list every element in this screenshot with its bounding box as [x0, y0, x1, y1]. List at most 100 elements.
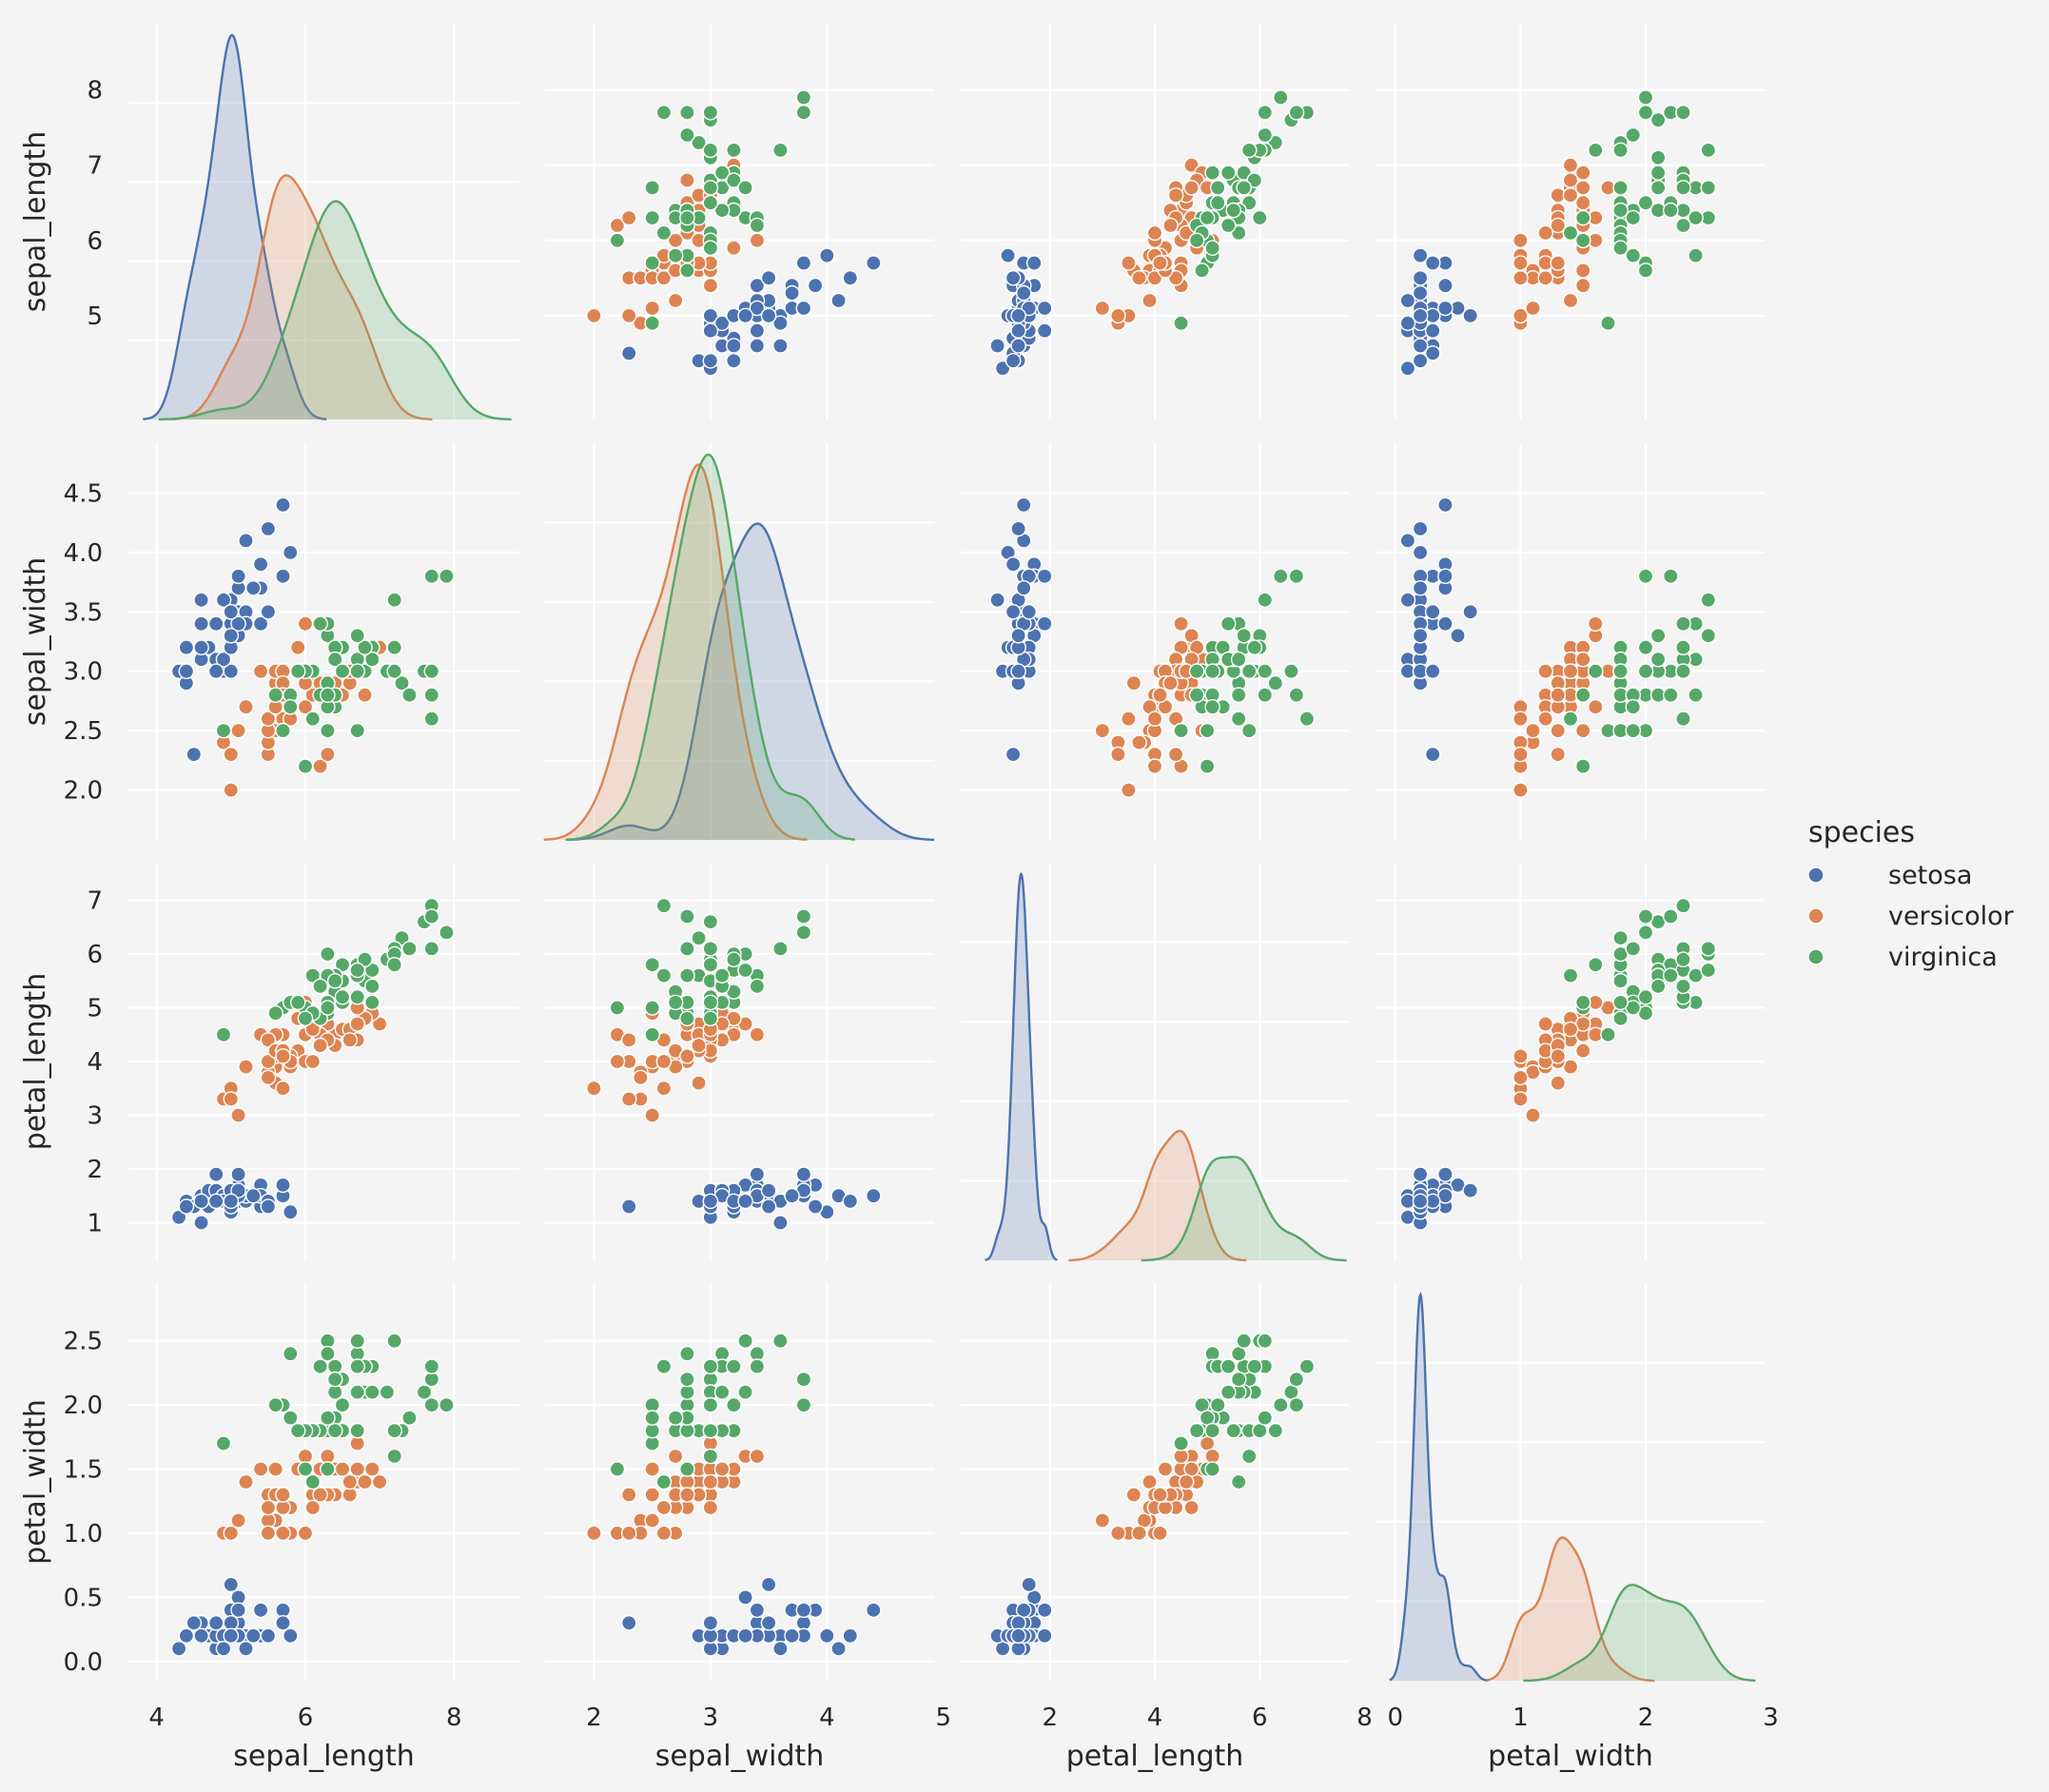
point-versicolor [749, 232, 766, 249]
point-virginica [1625, 209, 1642, 226]
point-versicolor [230, 1512, 246, 1529]
point-virginica [423, 908, 440, 925]
point-virginica [1288, 1396, 1305, 1413]
point-virginica [423, 711, 440, 728]
subplot-petal_width-vs-petal_width [1376, 1283, 1765, 1683]
point-versicolor [609, 1053, 626, 1070]
point-setosa [193, 1215, 209, 1231]
point-setosa [1010, 1627, 1026, 1645]
y-tick-label: 3 [87, 1101, 103, 1130]
point-versicolor [312, 1037, 328, 1054]
point-virginica [702, 994, 719, 1011]
x-tick-label: 4 [1147, 1704, 1163, 1732]
point-virginica [644, 315, 661, 332]
point-versicolor [1183, 180, 1200, 196]
point-virginica [1246, 639, 1263, 656]
point-versicolor [223, 782, 240, 798]
kde-line-setosa [143, 33, 327, 420]
point-setosa [620, 345, 637, 361]
point-setosa [807, 1198, 824, 1215]
point-versicolor [1512, 1048, 1529, 1064]
point-virginica [1199, 209, 1216, 226]
point-versicolor [1162, 674, 1179, 691]
point-setosa [620, 1198, 637, 1215]
point-virginica [1675, 711, 1691, 728]
point-virginica [1257, 663, 1274, 680]
point-setosa [737, 307, 753, 324]
point-setosa [1412, 628, 1429, 644]
point-virginica [644, 1026, 661, 1043]
y-tick-label: 0.5 [64, 1584, 103, 1612]
point-setosa [1036, 615, 1053, 633]
point-setosa [1010, 663, 1026, 680]
point-virginica [1700, 628, 1717, 644]
point-setosa [238, 1641, 254, 1657]
x-tick-label: 8 [1356, 1704, 1373, 1732]
point-versicolor [1562, 1021, 1579, 1038]
point-virginica [726, 1358, 742, 1374]
point-versicolor [1537, 224, 1553, 242]
point-setosa [1005, 746, 1022, 763]
point-virginica [1637, 194, 1654, 211]
point-versicolor [644, 1461, 661, 1477]
point-versicolor [357, 687, 373, 704]
point-setosa [866, 255, 882, 271]
point-setosa [178, 1627, 195, 1645]
point-virginica [655, 897, 673, 914]
point-versicolor [1537, 1016, 1553, 1032]
point-setosa [737, 1627, 753, 1645]
point-virginica [320, 1410, 336, 1426]
point-virginica [289, 994, 306, 1011]
point-versicolor [1131, 734, 1147, 750]
point-virginica [1600, 1026, 1616, 1043]
point-virginica [1675, 639, 1691, 656]
point-virginica [326, 1371, 343, 1388]
point-virginica [1220, 165, 1237, 181]
point-versicolor [1125, 1487, 1142, 1503]
point-setosa [1010, 628, 1026, 644]
point-setosa [784, 1627, 800, 1645]
point-virginica [1625, 941, 1642, 957]
point-virginica [1209, 1396, 1226, 1413]
point-setosa [819, 247, 835, 263]
x-tick-label: 2 [1638, 1704, 1654, 1732]
point-versicolor [749, 1026, 766, 1043]
point-virginica [1230, 1371, 1247, 1388]
point-setosa [244, 580, 262, 596]
point-versicolor [1110, 1525, 1126, 1542]
point-versicolor [691, 1075, 707, 1091]
point-setosa [760, 1198, 777, 1215]
point-setosa [702, 352, 719, 369]
point-setosa [1437, 497, 1454, 514]
point-setosa [760, 307, 777, 324]
kde-line-setosa [985, 872, 1058, 1261]
point-setosa [230, 615, 246, 633]
point-virginica [1663, 967, 1679, 984]
point-virginica [1257, 1410, 1274, 1426]
point-virginica [1675, 663, 1691, 680]
point-setosa [760, 269, 777, 286]
legend-marker-versicolor [1807, 907, 1825, 925]
point-virginica [1236, 180, 1252, 196]
subplot-sepal_width-vs-sepal_width [543, 443, 934, 841]
kde-fill-versicolor [170, 175, 433, 420]
point-virginica [1588, 663, 1604, 680]
point-versicolor [1550, 1075, 1567, 1091]
point-virginica [713, 1384, 731, 1400]
point-setosa [772, 1641, 789, 1657]
point-versicolor [644, 1512, 661, 1529]
point-virginica [726, 1396, 742, 1413]
point-virginica [702, 1448, 719, 1465]
kde-fill-setosa [985, 874, 1058, 1260]
point-virginica [679, 1010, 695, 1027]
point-virginica [702, 1358, 719, 1374]
point-versicolor [223, 746, 240, 763]
point-virginica [655, 967, 673, 984]
point-versicolor [1131, 1525, 1147, 1542]
y-tick-label: 2.5 [64, 1328, 103, 1356]
point-virginica [215, 1435, 232, 1451]
point-setosa [819, 1627, 835, 1645]
point-virginica [401, 941, 418, 957]
point-virginica [289, 1422, 306, 1439]
point-setosa [1412, 544, 1429, 561]
